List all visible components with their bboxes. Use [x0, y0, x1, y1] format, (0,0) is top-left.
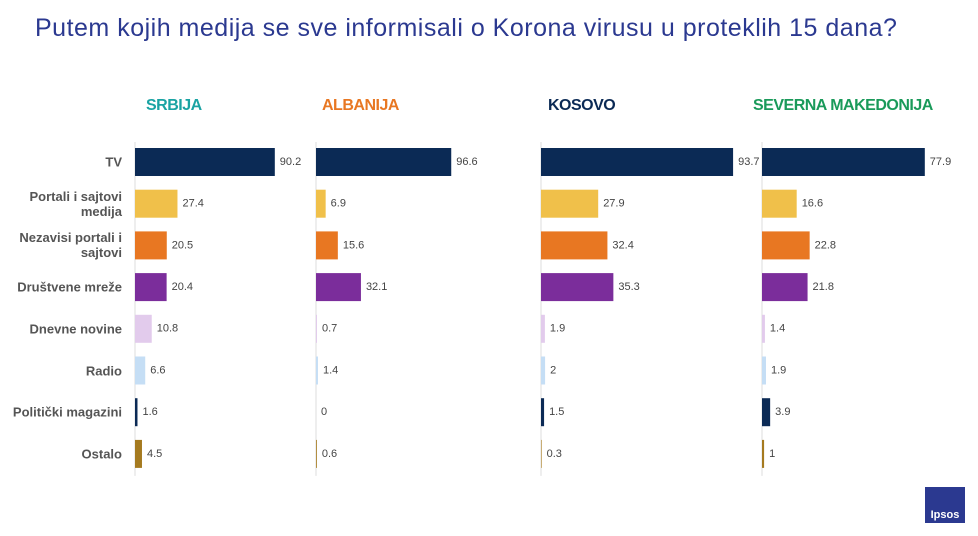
bar: [135, 314, 152, 343]
bar: [135, 439, 142, 468]
bar: [762, 356, 766, 385]
value-label: 21.8: [813, 281, 834, 293]
value-label: 0.3: [547, 448, 562, 460]
value-label: 2: [550, 364, 556, 376]
value-label: 35.3: [618, 281, 639, 293]
bar: [762, 314, 765, 343]
value-label: 93.7: [738, 156, 759, 168]
bar: [541, 231, 608, 260]
value-label: 1: [769, 448, 775, 460]
bar: [316, 273, 361, 302]
bar: [541, 398, 545, 427]
bar: [316, 314, 317, 343]
value-label: 96.6: [456, 156, 477, 168]
value-label: 20.4: [172, 281, 193, 293]
bar: [135, 273, 167, 302]
bar: [316, 189, 326, 218]
bar: [541, 356, 546, 385]
value-label: 32.4: [612, 239, 633, 251]
value-label: 1.6: [142, 406, 157, 418]
value-label: 0.7: [322, 323, 337, 335]
value-label: 90.2: [280, 156, 301, 168]
panel-title: SRBIJA: [146, 97, 202, 114]
category-label: Društvene mreže: [17, 279, 122, 295]
value-label: 1.9: [550, 323, 565, 335]
value-label: 1.5: [549, 406, 564, 418]
bar: [762, 148, 925, 176]
bar: [541, 439, 542, 468]
bar: [135, 356, 146, 385]
bar: [541, 314, 545, 343]
value-label: 6.6: [150, 364, 165, 376]
value-label: 16.6: [802, 198, 823, 210]
bar: [762, 439, 765, 468]
logo: Ipsos: [925, 487, 965, 523]
bar: [135, 189, 178, 218]
category-label: Nezavisi portali i sajtovi: [19, 230, 122, 261]
value-label: 27.4: [182, 198, 203, 210]
bar: [541, 273, 614, 302]
category-label: Radio: [85, 363, 122, 378]
value-label: 10.8: [157, 323, 178, 335]
category-label: TV: [105, 154, 122, 170]
value-label: 6.9: [331, 198, 346, 210]
value-label: 1.4: [770, 323, 785, 335]
bar: [316, 439, 317, 468]
bar: [541, 148, 734, 176]
value-label: 20.5: [172, 239, 193, 251]
bar: [541, 189, 599, 218]
value-label: 0.6: [322, 448, 337, 460]
chart-title: Putem kojih medija se sve informisali o …: [35, 14, 898, 42]
value-label: 32.1: [366, 281, 387, 293]
bar: [316, 231, 338, 260]
bar: [762, 398, 771, 427]
bar: [762, 189, 797, 218]
bar: [135, 398, 138, 427]
value-label: 77.9: [930, 156, 951, 168]
category-label: Politički magazini: [12, 404, 122, 420]
bar: [762, 231, 810, 260]
value-label: 1.9: [771, 364, 786, 376]
category-label: Portali i sajtovi medija: [29, 188, 122, 219]
panel-title: ALBANIJA: [322, 97, 399, 114]
value-label: 22.8: [815, 239, 836, 251]
bar: [316, 148, 452, 176]
value-label: 15.6: [343, 239, 364, 251]
panel-title: SEVERNA MAKEDONIJA: [753, 97, 933, 114]
bar: [316, 356, 318, 385]
value-label: 3.9: [775, 406, 790, 418]
value-label: 1.4: [323, 364, 338, 376]
category-label: Ostalo: [81, 446, 122, 462]
panel-title: KOSOVO: [548, 97, 616, 114]
bar: [762, 273, 808, 302]
bar: [135, 148, 275, 176]
value-label: 0: [321, 406, 327, 418]
category-label: Dnevne novine: [29, 321, 122, 337]
value-label: 4.5: [147, 448, 162, 460]
bar: [135, 231, 167, 260]
value-label: 27.9: [603, 198, 624, 210]
